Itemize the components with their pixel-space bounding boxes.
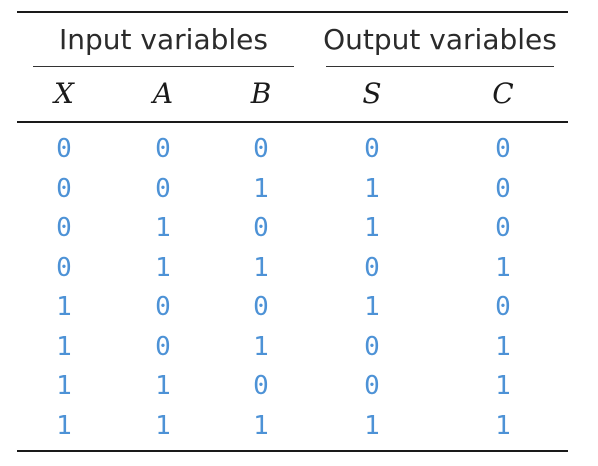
- column-header-a: A: [113, 72, 213, 116]
- cell-c: 1: [473, 367, 533, 405]
- cell-s: 1: [342, 209, 402, 247]
- cell-x: 0: [34, 209, 94, 247]
- cell-b: 1: [231, 170, 291, 208]
- cell-c: 0: [473, 288, 533, 326]
- cell-b: 0: [231, 367, 291, 405]
- cell-x: 1: [34, 288, 94, 326]
- cell-a: 1: [133, 209, 193, 247]
- cell-c: 0: [473, 170, 533, 208]
- cell-x: 1: [34, 367, 94, 405]
- input-group-rule: [33, 66, 294, 67]
- cell-a: 0: [133, 288, 193, 326]
- cell-b: 1: [231, 249, 291, 287]
- cell-x: 0: [34, 170, 94, 208]
- cell-a: 1: [133, 407, 193, 445]
- cell-c: 1: [473, 328, 533, 366]
- cell-a: 0: [133, 328, 193, 366]
- bottom-rule: [17, 450, 568, 452]
- cell-b: 0: [231, 288, 291, 326]
- cell-x: 1: [34, 328, 94, 366]
- cell-x: 0: [34, 130, 94, 168]
- cell-s: 1: [342, 407, 402, 445]
- column-header-b: B: [211, 72, 311, 116]
- cell-c: 0: [473, 209, 533, 247]
- cell-b: 1: [231, 328, 291, 366]
- cell-x: 0: [34, 249, 94, 287]
- cell-b: 1: [231, 407, 291, 445]
- cell-a: 0: [133, 130, 193, 168]
- column-header-s: S: [322, 72, 422, 116]
- cell-a: 0: [133, 170, 193, 208]
- cell-c: 1: [473, 249, 533, 287]
- cell-b: 0: [231, 209, 291, 247]
- cell-a: 1: [133, 249, 193, 287]
- input-variables-header: Input variables: [33, 20, 294, 60]
- cell-a: 1: [133, 367, 193, 405]
- header-rule: [17, 121, 568, 123]
- cell-s: 1: [342, 170, 402, 208]
- column-header-c: C: [453, 72, 553, 116]
- cell-s: 0: [342, 328, 402, 366]
- output-group-rule: [326, 66, 554, 67]
- cell-x: 1: [34, 407, 94, 445]
- cell-s: 0: [342, 130, 402, 168]
- column-header-x: X: [14, 72, 114, 116]
- top-rule: [17, 11, 568, 13]
- cell-c: 0: [473, 130, 533, 168]
- cell-b: 0: [231, 130, 291, 168]
- output-variables-header: Output variables: [318, 20, 562, 60]
- cell-s: 1: [342, 288, 402, 326]
- cell-s: 0: [342, 367, 402, 405]
- cell-c: 1: [473, 407, 533, 445]
- cell-s: 0: [342, 249, 402, 287]
